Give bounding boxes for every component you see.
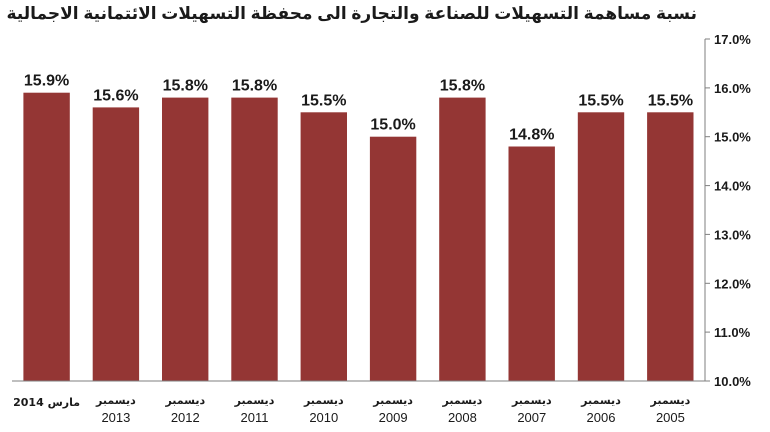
category-label-0: مارس 2014 <box>13 396 80 409</box>
y-axis: 10.0% 11.0% 12.0% 13.0% 14.0% 15.0% 16.0% 17.0% <box>704 32 751 389</box>
bar-8 <box>577 112 625 382</box>
data-label-0: 15.9% <box>24 73 69 90</box>
y-tick-label-6: 16.0% <box>714 81 751 96</box>
category-year-9: 2005 <box>656 410 685 425</box>
bar-9 <box>647 112 694 382</box>
y-tick-label-2: 12.0% <box>714 276 751 291</box>
category-label-7: ديسمبر <box>511 394 552 407</box>
category-label-9: ديسمبر <box>650 394 691 407</box>
bar-7 <box>508 146 555 381</box>
bars-layer <box>23 92 694 382</box>
y-tick-label-4: 14.0% <box>714 179 751 194</box>
data-label-2: 15.8% <box>163 78 208 95</box>
bar-6 <box>439 97 486 381</box>
category-label-4: ديسمبر <box>303 394 344 407</box>
data-label-3: 15.8% <box>232 78 277 95</box>
y-tick-label-7: 17.0% <box>714 32 751 47</box>
chart-title: نسبة مساهمة التسهيلات للصناعة والتجارة ا… <box>6 4 697 23</box>
category-label-8: ديسمبر <box>580 394 621 407</box>
bar-1 <box>92 107 140 382</box>
category-year-7: 2007 <box>517 410 546 425</box>
category-label-6: ديسمبر <box>442 394 483 407</box>
y-tick-label-1: 11.0% <box>714 325 751 340</box>
category-label-2: ديسمبر <box>164 394 205 407</box>
category-year-5: 2009 <box>379 410 408 425</box>
data-labels-layer: 15.9% 15.6% 15.8% 15.8% 15.5% 15.0% 15.8% 14.8%… <box>24 73 693 144</box>
y-tick-label-3: 13.0% <box>714 227 751 242</box>
category-label-1: ديسمبر <box>95 394 136 407</box>
data-label-8: 15.5% <box>578 92 623 109</box>
data-label-9: 15.5% <box>648 92 693 109</box>
data-label-6: 15.8% <box>440 78 485 95</box>
category-year-3: 2011 <box>241 410 269 425</box>
category-year-6: 2008 <box>448 410 477 425</box>
category-year-1: 2013 <box>101 410 130 425</box>
data-label-5: 15.0% <box>370 117 415 134</box>
bar-0 <box>23 92 70 381</box>
bar-3 <box>231 97 278 381</box>
category-label-5: ديسمبر <box>372 394 413 407</box>
bar-2 <box>162 97 209 381</box>
y-tick-label-0: 10.0% <box>714 374 751 389</box>
y-tick-label-5: 15.0% <box>714 130 751 145</box>
data-label-7: 14.8% <box>509 127 554 144</box>
bar-4 <box>300 112 347 382</box>
data-label-4: 15.5% <box>301 92 346 109</box>
data-label-1: 15.6% <box>93 87 138 104</box>
category-year-8: 2006 <box>587 410 616 425</box>
bar-5 <box>369 136 417 381</box>
category-year-4: 2010 <box>309 410 338 425</box>
category-label-3: ديسمبر <box>234 394 275 407</box>
category-year-2: 2012 <box>171 410 200 425</box>
x-axis: مارس 2014 ديسمبر 2013 ديسمبر 2012 ديسمبر 2011 د… <box>12 380 705 425</box>
